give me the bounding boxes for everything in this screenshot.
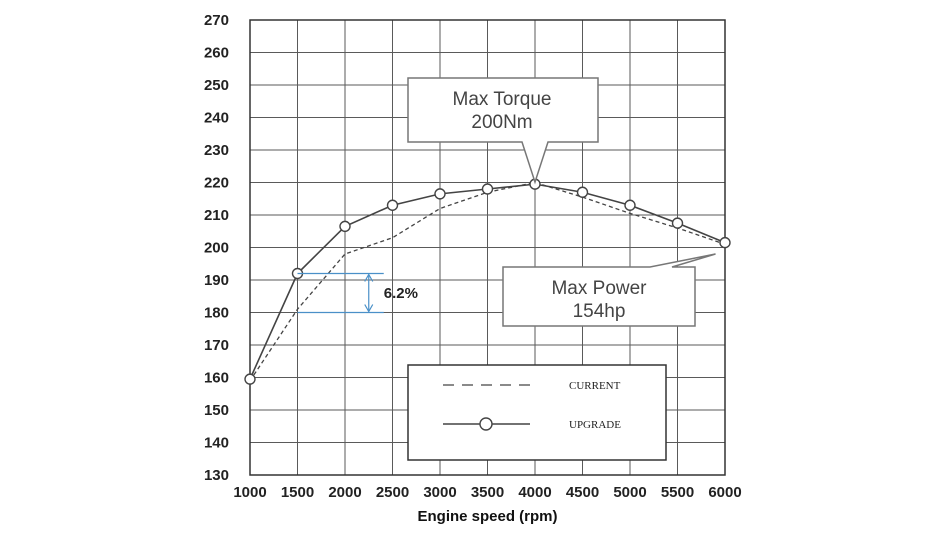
y-tick-label: 160 (204, 370, 229, 387)
series-point-upgrade (386, 199, 399, 211)
x-tick-labels: 1000 1500 2000 2500 3000 3500 4000 4500 5000 5500… (233, 484, 741, 501)
max-power-callout-box (502, 253, 716, 327)
x-tick-label: 3500 (471, 484, 504, 501)
max-torque-callout-box (407, 77, 599, 185)
y-tick-label: 230 (204, 142, 229, 159)
difference-indicator: 6.2% (297, 272, 418, 314)
series (244, 178, 731, 385)
y-tick-label: 250 (204, 77, 229, 94)
y-tick-label: 260 (204, 45, 229, 62)
y-tick-label: 200 (204, 240, 229, 257)
x-tick-label: 3000 (423, 484, 456, 501)
y-tick-label: 240 (204, 110, 229, 127)
x-tick-label: 5500 (661, 484, 694, 501)
series-line-current (249, 181, 726, 382)
x-tick-label: 4500 (566, 484, 599, 501)
difference-arrow-down-icon (364, 304, 374, 313)
series-point-upgrade (576, 186, 589, 198)
y-tick-label: 210 (204, 207, 229, 224)
max-torque-title: Max Torque (453, 89, 552, 110)
legend: CURRENT UPGRADE (407, 364, 667, 461)
series-point-upgrade (434, 188, 446, 200)
y-tick-label: 140 (204, 435, 229, 452)
legend-marker-upgrade (479, 417, 493, 431)
series-point-upgrade (671, 217, 684, 229)
y-tick-label: 180 (204, 305, 229, 322)
x-tick-label: 1500 (281, 484, 314, 501)
series-point-upgrade (481, 183, 494, 195)
x-tick-label: 5000 (613, 484, 646, 501)
max-power-title: Max Power (551, 278, 647, 299)
series-point-upgrade (244, 373, 256, 385)
x-tick-label: 2500 (376, 484, 409, 501)
x-tick-label: 1000 (233, 484, 266, 501)
difference-arrow-up-icon (364, 273, 374, 282)
legend-box (407, 364, 667, 461)
y-tick-label: 150 (204, 402, 229, 419)
series-point-upgrade (339, 220, 351, 233)
max-torque-value: 200Nm (471, 112, 532, 133)
y-tick-label: 170 (204, 337, 229, 354)
x-axis-title: Engine speed (rpm) (417, 508, 557, 525)
legend-label-upgrade: UPGRADE (569, 419, 621, 431)
max-power-value: 154hp (573, 301, 626, 322)
x-tick-label: 4000 (518, 484, 551, 501)
y-tick-label: 130 (204, 467, 229, 484)
difference-label: 6.2% (384, 285, 418, 302)
y-tick-label: 190 (204, 272, 229, 289)
series-point-upgrade (624, 199, 636, 211)
x-tick-label: 2000 (328, 484, 361, 501)
series-point-upgrade (719, 236, 731, 249)
legend-label-current: CURRENT (569, 380, 621, 392)
x-tick-label: 6000 (708, 484, 741, 501)
y-tick-labels: 130 140 150 160 170 180 190 200 210 220 230 240 250 2… (204, 12, 229, 484)
y-tick-label: 220 (204, 175, 229, 192)
y-tick-label: 270 (204, 12, 229, 29)
